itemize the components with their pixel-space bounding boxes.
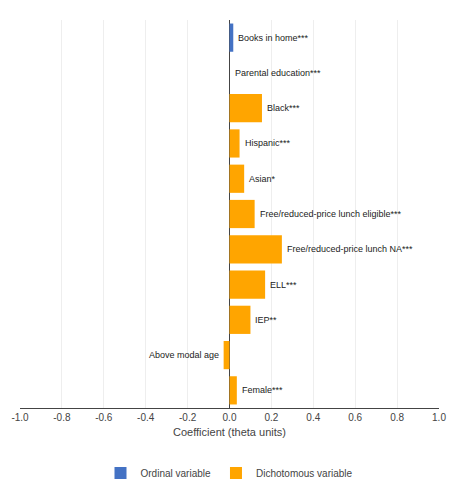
svg-text:Free/reduced-price lunch eligi: Free/reduced-price lunch eligible*** — [260, 209, 402, 219]
svg-text:0.6: 0.6 — [348, 412, 362, 423]
svg-text:Hispanic***: Hispanic*** — [245, 138, 291, 148]
svg-text:Female***: Female*** — [242, 385, 283, 395]
svg-text:Above modal age: Above modal age — [149, 350, 219, 360]
svg-text:-0.4: -0.4 — [137, 412, 155, 423]
svg-text:Parental education***: Parental education*** — [235, 68, 321, 78]
svg-text:-1.0: -1.0 — [11, 412, 29, 423]
svg-text:0.0: 0.0 — [223, 412, 237, 423]
svg-text:0.4: 0.4 — [306, 412, 320, 423]
svg-text:1.0: 1.0 — [432, 412, 446, 423]
svg-text:Ordinal variable: Ordinal variable — [141, 468, 211, 479]
svg-text:Dichotomous variable: Dichotomous variable — [256, 468, 353, 479]
svg-text:Coefficient (theta units): Coefficient (theta units) — [173, 426, 286, 438]
svg-text:0.8: 0.8 — [390, 412, 404, 423]
svg-text:Asian*: Asian* — [249, 174, 276, 184]
svg-text:IEP**: IEP** — [255, 315, 277, 325]
svg-text:-0.2: -0.2 — [179, 412, 197, 423]
svg-text:-0.6: -0.6 — [95, 412, 113, 423]
svg-text:Books in home***: Books in home*** — [238, 33, 309, 43]
svg-text:Free/reduced-price lunch NA***: Free/reduced-price lunch NA*** — [287, 244, 413, 254]
svg-text:ELL***: ELL*** — [270, 280, 297, 290]
svg-text:0.2: 0.2 — [264, 412, 278, 423]
svg-text:-0.8: -0.8 — [53, 412, 71, 423]
svg-text:Black***: Black*** — [267, 103, 300, 113]
